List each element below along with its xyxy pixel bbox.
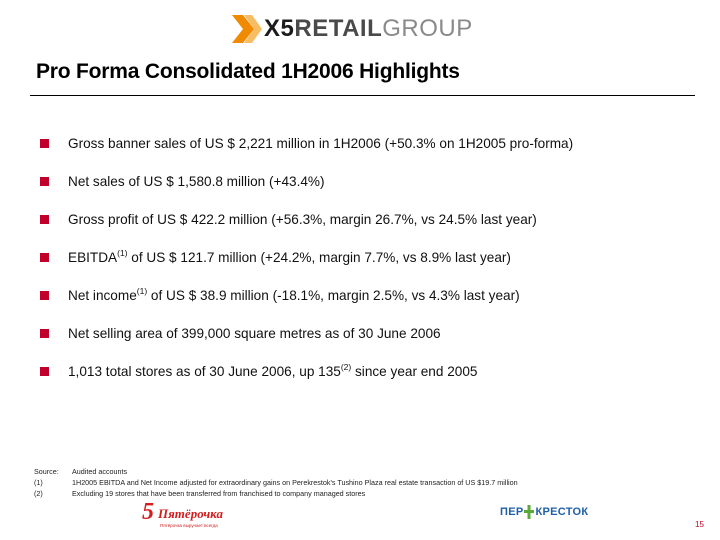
highlight-text: Net selling area of 399,000 square metre… — [68, 325, 441, 341]
footnote-text: 1H2005 EBITDA and Net Income adjusted fo… — [72, 478, 518, 487]
highlight-item: 1,013 total stores as of 30 June 2006, u… — [40, 352, 710, 390]
perekrestok-left: ПЕР — [500, 506, 524, 518]
footnote-row: Source: Audited accounts — [34, 466, 518, 477]
title-divider — [30, 95, 695, 96]
bullet-square-icon — [40, 252, 49, 262]
logo-retail: RETAIL — [294, 15, 383, 42]
highlight-text: 1,013 total stores as of 30 June 2006, u… — [68, 361, 478, 379]
footnote-tag: (1) — [34, 478, 43, 487]
bullet-square-icon — [40, 138, 49, 148]
perekrestok-logo: ПЕР КРЕСТОК — [500, 505, 588, 519]
logo-x5: X5 — [264, 15, 295, 42]
footnotes: Source: Audited accounts (1) 1H2005 EBIT… — [34, 466, 518, 499]
logo-wordmark: X5 RETAIL GROUP — [264, 15, 473, 43]
pyaterochka-tagline: Пятёрочка выручает всегда — [160, 523, 218, 528]
page-title: Pro Forma Consolidated 1H2006 Highlights — [36, 60, 460, 83]
pyaterochka-name: Пятёрочка — [158, 506, 223, 521]
bullet-square-icon — [40, 290, 49, 300]
bullet-square-icon — [40, 328, 49, 338]
highlight-item: Gross profit of US $ 422.2 million (+56.… — [40, 200, 710, 238]
perekrestok-cross-icon — [524, 505, 535, 519]
highlight-text: Gross profit of US $ 422.2 million (+56.… — [68, 211, 537, 227]
footnote-text: Excluding 19 stores that have been trans… — [72, 489, 366, 498]
footnote-row: (1) 1H2005 EBITDA and Net Income adjuste… — [34, 477, 518, 488]
highlight-item: EBITDA(1) of US $ 121.7 million (+24.2%,… — [40, 238, 710, 276]
highlight-item: Net selling area of 399,000 square metre… — [40, 314, 710, 352]
pyaterochka-logo: 5 Пятёрочка Пятёрочка выручает всегда — [142, 500, 224, 532]
highlight-text: Net income(1) of US $ 38.9 million (-18.… — [68, 285, 520, 303]
footnote-tag: Source: — [34, 467, 59, 476]
bullet-square-icon — [40, 366, 49, 376]
footnote-row: (2) Excluding 19 stores that have been t… — [34, 488, 518, 499]
highlight-text: Gross banner sales of US $ 2,221 million… — [68, 135, 574, 151]
footnote-text: Audited accounts — [72, 467, 128, 476]
page-number: 15 — [695, 520, 704, 529]
footnote-tag: (2) — [34, 489, 43, 498]
highlight-item: Gross banner sales of US $ 2,221 million… — [40, 124, 710, 162]
bullet-square-icon — [40, 214, 49, 224]
pyaterochka-number: 5 — [142, 499, 154, 525]
logo-group: GROUP — [382, 15, 473, 42]
bullet-square-icon — [40, 176, 49, 186]
highlight-text: Net sales of US $ 1,580.8 million (+43.4… — [68, 173, 325, 189]
perekrestok-right: КРЕСТОК — [535, 506, 589, 518]
highlight-item: Net sales of US $ 1,580.8 million (+43.4… — [40, 162, 710, 200]
highlight-item: Net income(1) of US $ 38.9 million (-18.… — [40, 276, 710, 314]
x5-chevron-icon — [232, 15, 262, 43]
highlight-text: EBITDA(1) of US $ 121.7 million (+24.2%,… — [68, 247, 511, 265]
x5-retail-group-logo: X5 RETAIL GROUP — [232, 12, 473, 46]
highlights-list: Gross banner sales of US $ 2,221 million… — [40, 124, 710, 390]
